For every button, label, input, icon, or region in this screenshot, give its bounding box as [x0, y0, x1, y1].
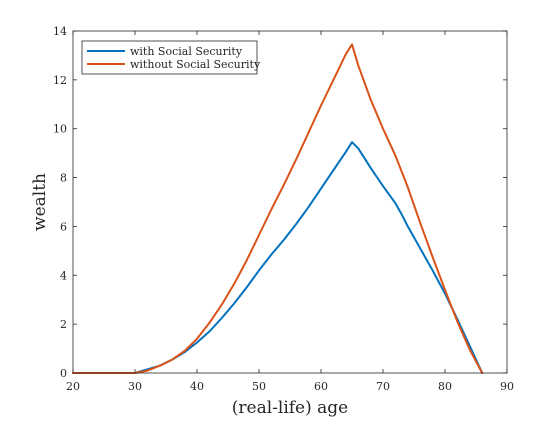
x-tick-label: 30 [128, 380, 142, 393]
x-tick-label: 80 [438, 380, 452, 393]
y-tick-label: 8 [60, 172, 67, 185]
x-tick-label: 50 [252, 380, 266, 393]
legend-label-without-social-security: without Social Security [130, 58, 261, 71]
series-line-with-social-security [72, 141, 484, 374]
y-tick-label: 6 [60, 220, 67, 233]
y-tick-label: 0 [60, 367, 67, 380]
x-tick-label: 90 [500, 380, 514, 393]
y-tick-label: 10 [53, 123, 67, 136]
x-tick-label: 20 [66, 380, 80, 393]
x-tick-label: 40 [190, 380, 204, 393]
legend-label-with-social-security: with Social Security [130, 45, 243, 58]
x-tick-label: 70 [376, 380, 390, 393]
legend-box [81, 40, 258, 75]
tick-labels: 20 30 40 50 60 70 80 90 0 2 4 6 8 10 12 14 [53, 25, 514, 393]
y-tick-label: 4 [60, 269, 67, 282]
y-axis-label: wealth [30, 173, 50, 231]
plot-frame [72, 30, 508, 374]
series-line-without-social-security [72, 43, 484, 374]
y-tick-label: 12 [53, 74, 67, 87]
x-axis-label: (real-life) age [232, 398, 348, 418]
x-tick-label: 60 [314, 380, 328, 393]
series-layer [72, 43, 484, 374]
plot-background [73, 31, 507, 373]
y-tick-label: 14 [53, 25, 67, 38]
legend: with Social Security without Social Secu… [81, 40, 261, 75]
y-tick-label: 2 [60, 318, 67, 331]
